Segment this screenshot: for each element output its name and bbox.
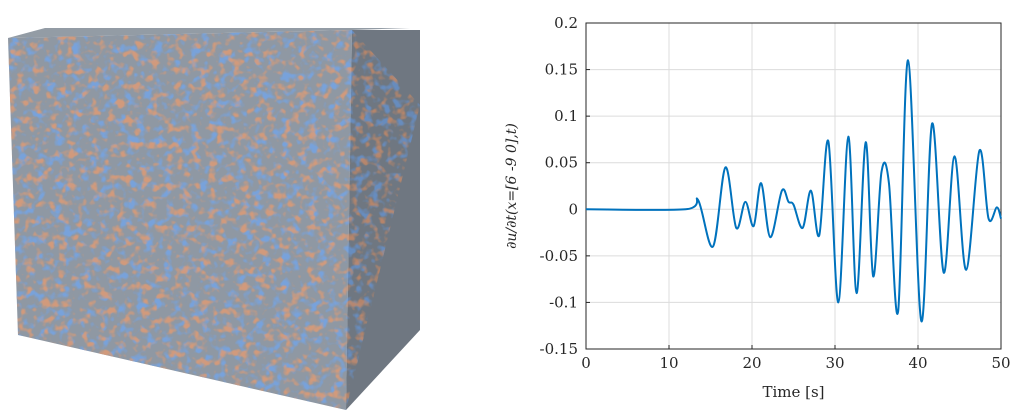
x-tick-label: 40 bbox=[908, 354, 927, 372]
x-tick-label: 0 bbox=[581, 354, 591, 372]
grid bbox=[585, 22, 1002, 350]
y-tick-label: 0 bbox=[568, 200, 578, 218]
y-axis-label: ∂u/∂t(x=[6 -9 0],t) bbox=[504, 123, 520, 249]
y-tick-label: -0.05 bbox=[540, 247, 578, 265]
y-tick-label: 0.15 bbox=[545, 61, 578, 79]
y-tick-label: -0.15 bbox=[540, 340, 578, 358]
x-axis-label: Time [s] bbox=[762, 383, 824, 401]
y-tick-label: 0.05 bbox=[545, 154, 578, 172]
x-tick-label: 20 bbox=[742, 354, 761, 372]
y-tick-label: 0.2 bbox=[554, 14, 578, 32]
x-tick-label: 30 bbox=[825, 354, 844, 372]
x-tick-label: 10 bbox=[659, 354, 678, 372]
x-tick-labels: 0 10 20 30 40 50 bbox=[581, 354, 1010, 372]
cube-top-face bbox=[8, 28, 410, 38]
line-chart: 0 10 20 30 40 50 -0.15 -0.1 -0.05 0 0.05 0.1 0.15 0.… bbox=[504, 14, 1011, 401]
y-tick-labels: -0.15 -0.1 -0.05 0 0.05 0.1 0.15 0.2 bbox=[540, 14, 578, 358]
series-line bbox=[585, 59, 1002, 323]
y-tick-label: -0.1 bbox=[549, 293, 578, 311]
tick-marks bbox=[585, 22, 1002, 350]
chart-panel: 0 10 20 30 40 50 -0.15 -0.1 -0.05 0 0.05 0.1 0.15 0.… bbox=[490, 0, 1014, 410]
cube-svg bbox=[8, 28, 420, 410]
plot-area bbox=[585, 22, 1002, 350]
random-field-cube bbox=[0, 0, 440, 410]
y-tick-label: 0.1 bbox=[554, 107, 578, 125]
x-tick-label: 50 bbox=[991, 354, 1010, 372]
